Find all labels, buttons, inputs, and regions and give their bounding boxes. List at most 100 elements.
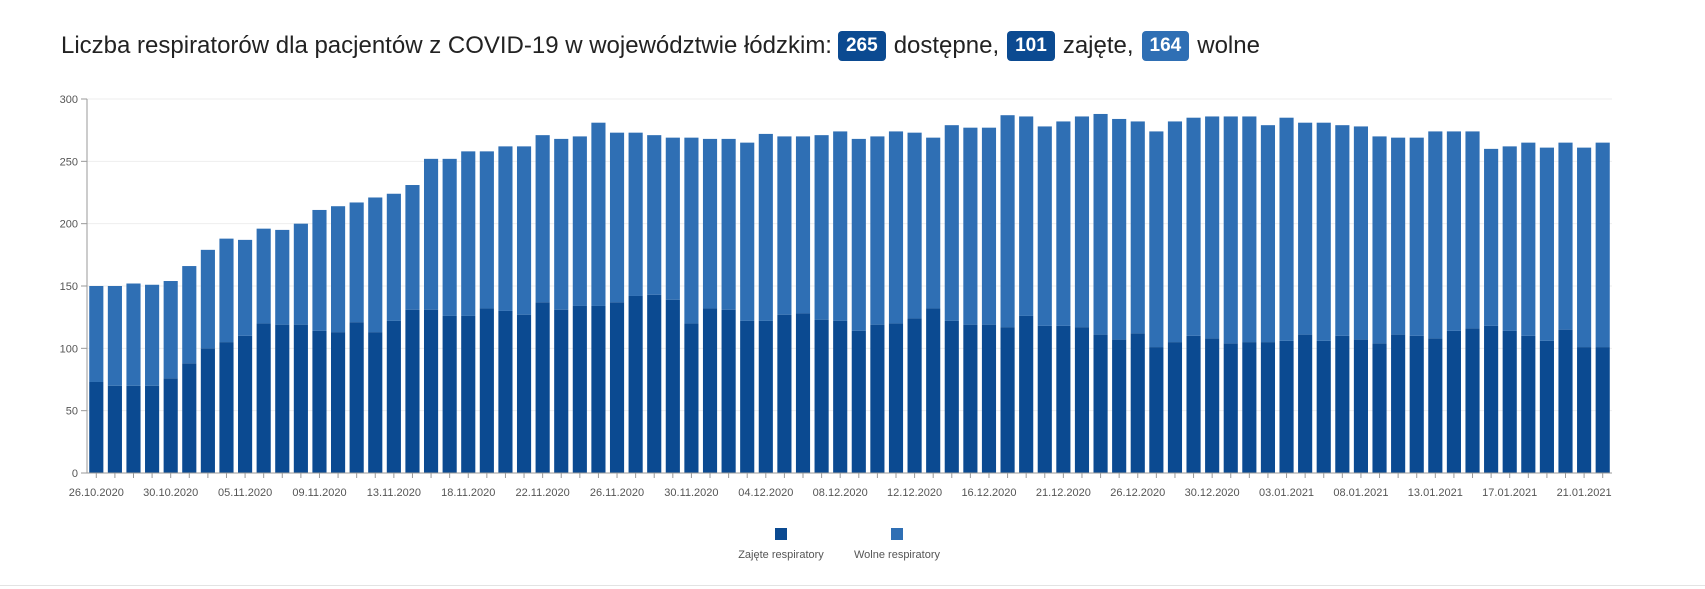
- bar-occupied[interactable]: [554, 309, 569, 473]
- bar-free[interactable]: [312, 209, 327, 331]
- bar-occupied[interactable]: [888, 323, 904, 473]
- bar-occupied[interactable]: [647, 294, 662, 473]
- bar-free[interactable]: [1316, 122, 1331, 341]
- bar-free[interactable]: [1205, 116, 1220, 339]
- bar-occupied[interactable]: [1446, 330, 1461, 473]
- bar-occupied[interactable]: [1539, 340, 1554, 473]
- bar-occupied[interactable]: [572, 305, 587, 473]
- bar-occupied[interactable]: [795, 313, 811, 473]
- bar-free[interactable]: [349, 202, 364, 323]
- bar-occupied[interactable]: [758, 320, 773, 473]
- bar-free[interactable]: [423, 158, 439, 310]
- bar-occupied[interactable]: [535, 302, 550, 473]
- bar-occupied[interactable]: [1335, 335, 1350, 473]
- bar-occupied[interactable]: [405, 309, 420, 473]
- bar-free[interactable]: [1130, 121, 1145, 334]
- bar-occupied[interactable]: [163, 378, 178, 473]
- bar-occupied[interactable]: [944, 320, 959, 473]
- bar-occupied[interactable]: [1223, 343, 1238, 473]
- bar-free[interactable]: [386, 193, 401, 321]
- bar-free[interactable]: [145, 284, 160, 386]
- bar-free[interactable]: [1186, 117, 1201, 336]
- bar-occupied[interactable]: [275, 324, 290, 473]
- bar-free[interactable]: [461, 151, 476, 316]
- bar-occupied[interactable]: [293, 324, 308, 473]
- bar-free[interactable]: [1353, 126, 1368, 340]
- bar-occupied[interactable]: [349, 322, 364, 473]
- bar-free[interactable]: [107, 286, 122, 386]
- bar-free[interactable]: [814, 135, 829, 320]
- bar-free[interactable]: [1298, 122, 1313, 335]
- bar-occupied[interactable]: [145, 385, 160, 473]
- bar-occupied[interactable]: [1484, 325, 1499, 473]
- bar-free[interactable]: [442, 158, 457, 316]
- legend-label[interactable]: Zajęte respiratory: [738, 549, 824, 561]
- bar-occupied[interactable]: [1130, 333, 1145, 473]
- bar-free[interactable]: [1484, 148, 1499, 326]
- bar-free[interactable]: [1149, 131, 1164, 348]
- bar-free[interactable]: [870, 136, 885, 325]
- bar-free[interactable]: [293, 223, 308, 325]
- bar-occupied[interactable]: [907, 318, 922, 473]
- bar-occupied[interactable]: [591, 305, 606, 473]
- bar-occupied[interactable]: [963, 324, 978, 473]
- bar-occupied[interactable]: [1577, 347, 1592, 473]
- bar-occupied[interactable]: [479, 308, 494, 473]
- bar-free[interactable]: [740, 142, 755, 321]
- bar-occupied[interactable]: [1093, 334, 1108, 473]
- bar-free[interactable]: [591, 122, 606, 306]
- bar-free[interactable]: [554, 138, 569, 310]
- bar-occupied[interactable]: [107, 385, 122, 473]
- bar-free[interactable]: [1428, 131, 1443, 339]
- bar-free[interactable]: [1056, 121, 1071, 326]
- bar-occupied[interactable]: [89, 381, 104, 473]
- bar-occupied[interactable]: [423, 309, 439, 473]
- bar-free[interactable]: [944, 125, 959, 321]
- bar-free[interactable]: [721, 138, 736, 310]
- bar-free[interactable]: [926, 137, 941, 309]
- bar-occupied[interactable]: [870, 324, 885, 473]
- bar-free[interactable]: [1279, 117, 1294, 341]
- bar-free[interactable]: [647, 135, 662, 295]
- bar-occupied[interactable]: [1205, 338, 1220, 473]
- bar-occupied[interactable]: [1521, 335, 1536, 473]
- bar-occupied[interactable]: [1279, 340, 1294, 473]
- bar-free[interactable]: [1558, 142, 1573, 330]
- bar-free[interactable]: [1000, 115, 1015, 328]
- bar-occupied[interactable]: [238, 335, 253, 473]
- bar-free[interactable]: [981, 127, 997, 325]
- bar-free[interactable]: [795, 136, 811, 314]
- bar-free[interactable]: [405, 185, 420, 310]
- bar-free[interactable]: [479, 151, 494, 309]
- bar-occupied[interactable]: [609, 302, 625, 473]
- bar-free[interactable]: [1037, 126, 1052, 326]
- bar-free[interactable]: [1372, 136, 1387, 344]
- bar-occupied[interactable]: [665, 299, 680, 473]
- bar-occupied[interactable]: [981, 324, 997, 473]
- bar-occupied[interactable]: [368, 332, 383, 473]
- bar-occupied[interactable]: [721, 309, 736, 473]
- bar-free[interactable]: [665, 137, 680, 300]
- bar-occupied[interactable]: [1186, 335, 1201, 473]
- bar-occupied[interactable]: [331, 332, 346, 473]
- bar-occupied[interactable]: [516, 314, 532, 473]
- bar-free[interactable]: [200, 249, 215, 349]
- bar-occupied[interactable]: [628, 295, 643, 473]
- bar-free[interactable]: [1223, 116, 1238, 344]
- bar-free[interactable]: [1502, 146, 1517, 331]
- bar-free[interactable]: [684, 137, 699, 324]
- bar-occupied[interactable]: [1112, 339, 1127, 473]
- bar-free[interactable]: [535, 135, 550, 303]
- bar-occupied[interactable]: [1353, 339, 1368, 473]
- bar-occupied[interactable]: [126, 385, 141, 473]
- legend-swatch[interactable]: [775, 528, 787, 540]
- bar-free[interactable]: [126, 283, 141, 386]
- bar-occupied[interactable]: [777, 314, 792, 473]
- bar-free[interactable]: [1465, 131, 1480, 329]
- bar-occupied[interactable]: [312, 330, 327, 473]
- bar-free[interactable]: [89, 286, 104, 382]
- bar-occupied[interactable]: [1242, 342, 1257, 473]
- bar-occupied[interactable]: [1595, 347, 1610, 473]
- bar-free[interactable]: [1112, 118, 1127, 340]
- bar-free[interactable]: [1074, 116, 1090, 328]
